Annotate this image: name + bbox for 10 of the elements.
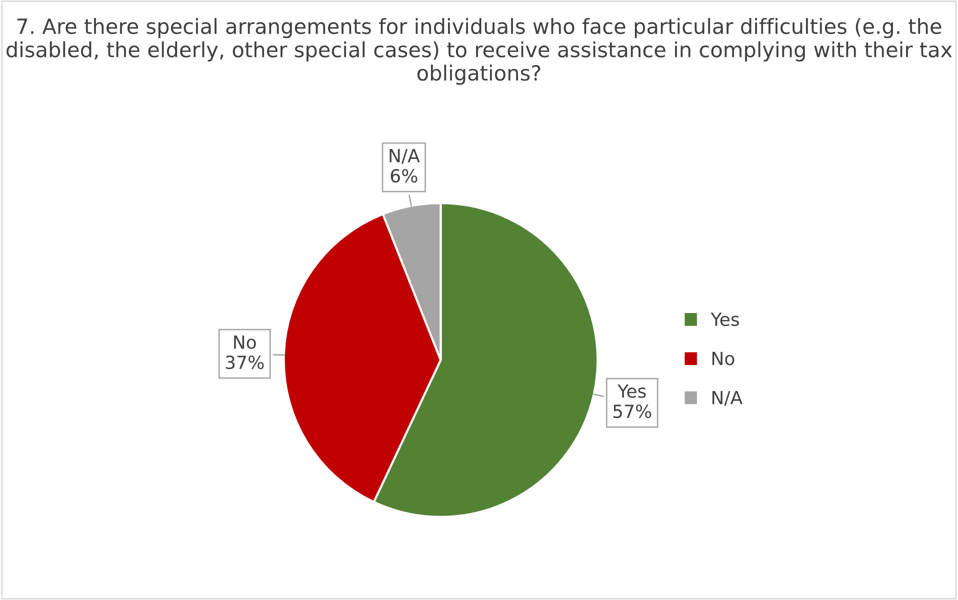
slice-label: No bbox=[234, 336, 256, 349]
legend-label: N/A bbox=[712, 390, 742, 406]
legend-label: Yes bbox=[710, 312, 739, 326]
slice-label: Yes bbox=[618, 384, 646, 398]
data-label: 37% bbox=[226, 356, 264, 370]
legend-label: No bbox=[712, 352, 734, 366]
slice-label: N/A bbox=[390, 149, 420, 164]
data-label: 57% bbox=[613, 404, 652, 418]
chart-title: 7. Are there special arrangements for individuals who face particular difficulties (e.g. the disabled, the elderly, other special cases) to receive assistance in complying with their tax obligations? bbox=[6, 18, 952, 85]
data-label: 6% bbox=[390, 169, 418, 183]
